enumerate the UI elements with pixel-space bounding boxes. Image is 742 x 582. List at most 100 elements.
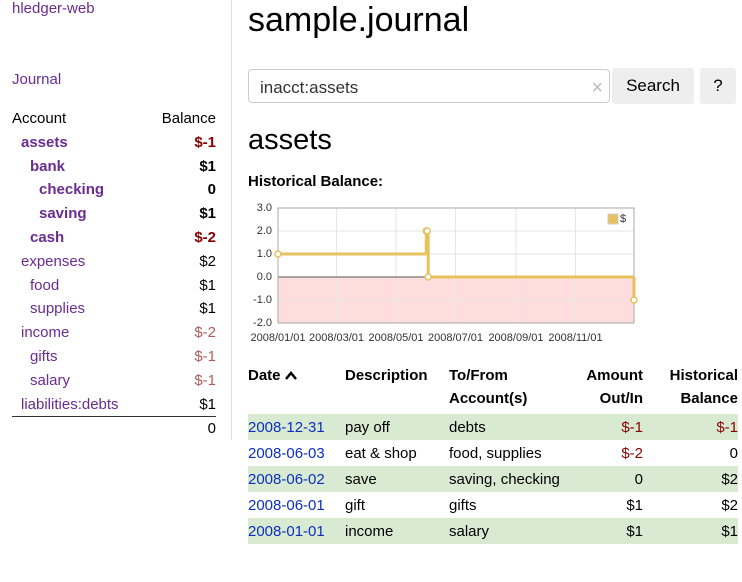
balance: $-2 (194, 228, 216, 246)
transactions-table: Date Description To/From Account(s) Amou… (248, 362, 738, 544)
cell: $1 (567, 518, 643, 544)
accounts-table: Account Balance assets $-1 bank $1 checking… (12, 107, 216, 441)
transaction-row: 2008-12-31 pay off debts $-1 $-1 (248, 414, 738, 440)
point (274, 250, 282, 258)
y-tick-label: 1.0 (257, 248, 272, 260)
y-tick-label: 2.0 (257, 225, 272, 237)
balance: $2 (199, 252, 216, 270)
account-heading: assets (248, 124, 332, 156)
cell: $-1 (567, 414, 643, 440)
cell: 2008-06-03 (248, 440, 345, 466)
account-link[interactable]: income (21, 324, 70, 342)
cell: gift (345, 497, 366, 514)
legend-swatch (607, 213, 619, 225)
point (423, 227, 431, 235)
transaction-row: 2008-06-01 gift gifts $1 $2 (248, 492, 738, 518)
app-link[interactable]: hledger-web (12, 0, 95, 17)
account-link[interactable]: expenses (21, 252, 86, 270)
transaction-row: 2008-06-02 save saving, checking 0 $2 (248, 466, 738, 492)
point (424, 273, 432, 281)
total: 0 (207, 420, 216, 438)
balance: $-1 (194, 347, 216, 365)
search-input[interactable]: inacct:assets × (248, 69, 610, 103)
balance: $-2 (194, 324, 216, 342)
point (630, 296, 638, 304)
account-link[interactable]: salary (30, 371, 71, 389)
journal-link[interactable]: Journal (12, 71, 62, 88)
cell: 0 (567, 466, 643, 492)
journal-title: sample.journal (248, 1, 470, 39)
cell: food, supplies (449, 445, 542, 462)
search-button[interactable]: Search (612, 68, 694, 104)
y-tick-label: -2.0 (253, 317, 272, 329)
x-tick-label: 2008/03/01 (309, 332, 364, 344)
cell: $-1 (643, 414, 738, 440)
header: To/From Account(s) (449, 367, 528, 407)
y-tick-label: 0.0 (257, 271, 272, 283)
help-button[interactable]: ? (700, 68, 736, 104)
x-tick-label: 2008/11/01 (548, 332, 602, 344)
balance: $1 (147, 392, 216, 418)
date-link[interactable]: 2008-12-31 (248, 419, 325, 436)
cell: saving, checking (449, 466, 567, 492)
cell: $2 (721, 497, 738, 514)
balance: $1 (199, 276, 216, 294)
account-link[interactable]: supplies (30, 300, 86, 318)
cell: income (345, 518, 449, 544)
date-link[interactable]: 2008-06-01 (248, 497, 325, 514)
chart-title: Historical Balance: (248, 173, 384, 190)
account-link[interactable]: cash (30, 228, 65, 246)
cell: 0 (729, 445, 738, 462)
legend-label: $ (620, 213, 626, 225)
cell: 2008-06-02 (248, 466, 345, 492)
cell: 2008-06-01 (248, 492, 345, 518)
header: Historical Balance (669, 367, 738, 407)
cell: $-2 (621, 445, 643, 462)
header: Balance (161, 110, 216, 127)
x-tick-label: 2008/01/01 (250, 332, 305, 344)
cell: $1 (643, 518, 738, 544)
sidebar: hledger-web Journal Account Balance asset… (0, 0, 232, 440)
search-query: inacct:assets (260, 78, 359, 97)
header: Amount Out/In (586, 367, 643, 407)
x-tick-label: 2008/05/01 (368, 332, 423, 344)
date-link[interactable]: 2008-06-03 (248, 445, 325, 462)
y-tick-label: -1.0 (253, 294, 272, 306)
balance: $-1 (194, 133, 216, 151)
plot-border (277, 207, 635, 324)
account-link[interactable]: gifts (30, 347, 58, 365)
clear-button[interactable]: × (591, 77, 603, 99)
account-link[interactable]: liabilities:debts (21, 395, 119, 413)
transaction-row: 2008-06-03 eat & shop food, supplies $-2 0 (248, 440, 738, 466)
header-row: Account Balance (12, 107, 216, 131)
cell: save (345, 466, 449, 492)
date-link[interactable]: 2008-01-01 (248, 523, 325, 540)
cell: debts (449, 414, 567, 440)
header: Date (248, 367, 281, 384)
chart: 3.0 2.0 1.0 0.0 -1.0 -2.0 2008/01/01 2008/03/01… (250, 202, 638, 344)
balance: $1 (199, 205, 216, 223)
balance: $1 (199, 157, 216, 175)
x-tick-label: 2008/07/01 (428, 332, 483, 344)
account-link[interactable]: bank (30, 157, 66, 175)
cell: eat & shop (345, 445, 417, 462)
cell: pay off (345, 414, 449, 440)
balance: 0 (207, 181, 216, 199)
y-tick-label: 3.0 (257, 202, 272, 214)
account-link[interactable]: food (30, 276, 60, 294)
x-tick-label: 2008/09/01 (488, 332, 543, 344)
account-link[interactable]: checking (39, 181, 105, 199)
date-link[interactable]: 2008-06-02 (248, 471, 325, 488)
header: Account (12, 110, 67, 127)
cell: 2008-01-01 (248, 518, 345, 544)
balance: $1 (199, 300, 216, 318)
account-link[interactable]: saving (39, 205, 87, 223)
cell: 2008-12-31 (248, 414, 345, 440)
header: Description (345, 367, 428, 384)
date-header[interactable]: Date (248, 362, 345, 414)
account-link[interactable]: assets (21, 133, 68, 151)
balance: $-1 (194, 371, 216, 389)
cell: gifts (449, 497, 477, 514)
